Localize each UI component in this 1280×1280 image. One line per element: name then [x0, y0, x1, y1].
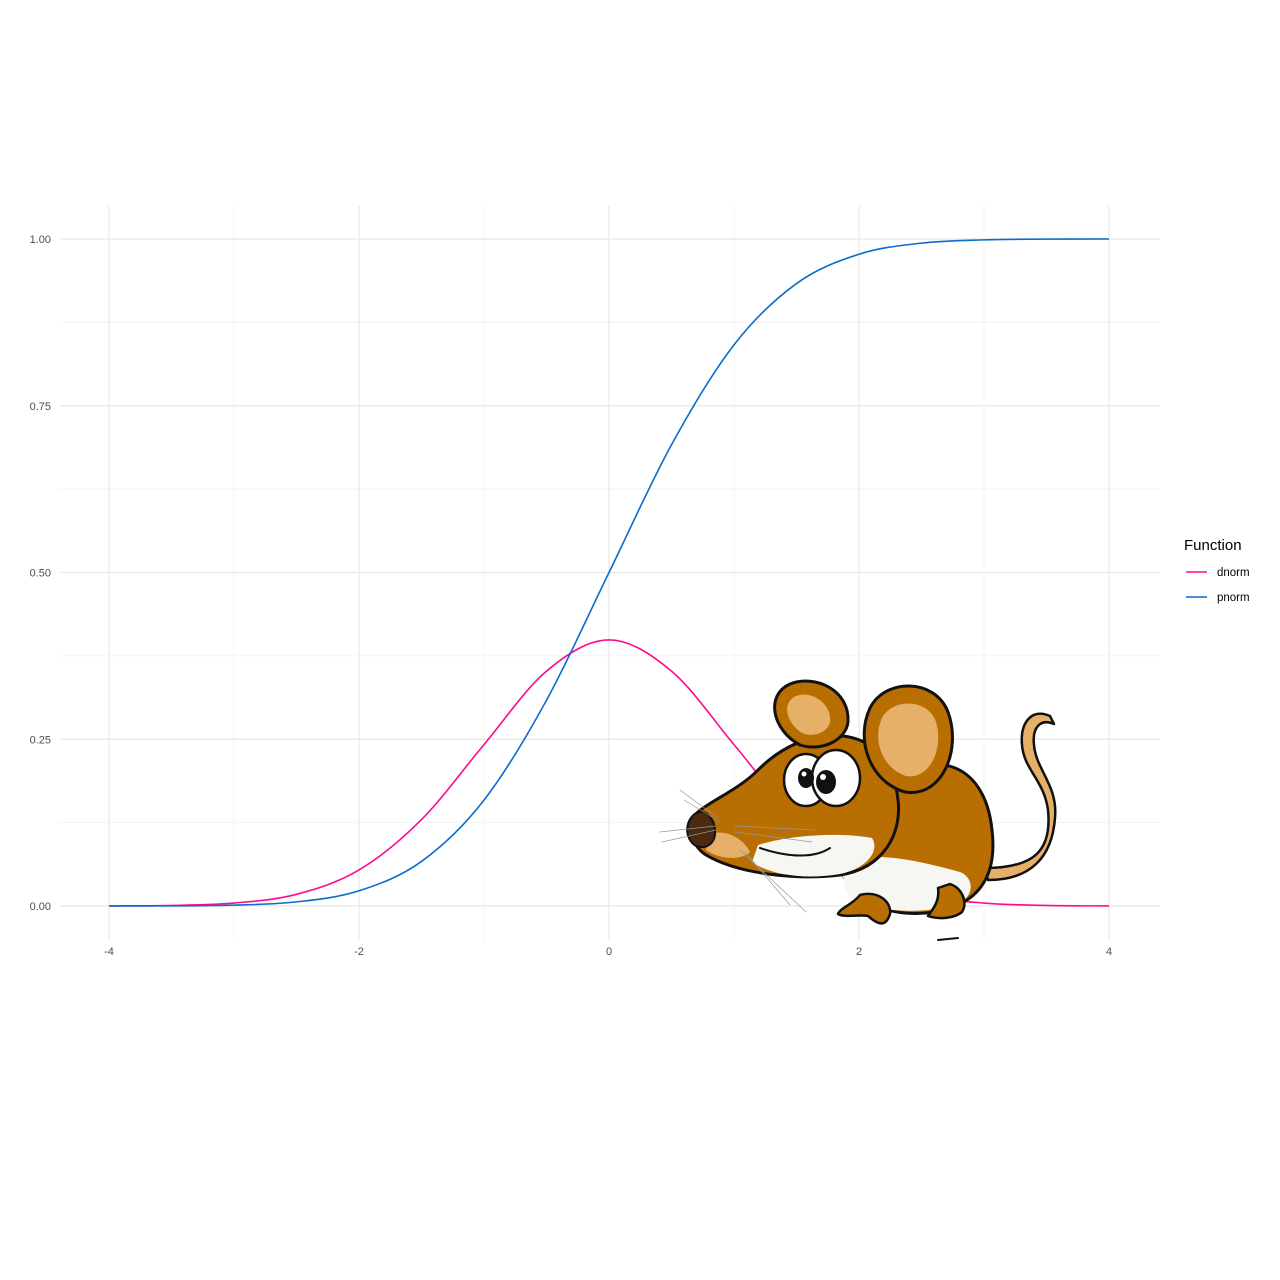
y-tick-label: 0.50 [30, 568, 51, 580]
y-tick-label: 1.00 [30, 234, 51, 246]
legend: Function dnorm pnorm [1184, 537, 1250, 604]
legend-label-dnorm: dnorm [1217, 567, 1250, 579]
x-tick-label: 0 [606, 946, 612, 958]
x-tick-label: 2 [856, 946, 862, 958]
legend-label-pnorm: pnorm [1217, 592, 1250, 604]
series-line-pnorm [108, 238, 1110, 907]
x-tick-label: -4 [104, 946, 114, 958]
x-axis-tick-labels: -4 -2 0 2 4 [104, 946, 1112, 958]
x-tick-label: -2 [354, 946, 364, 958]
y-tick-label: 0.25 [30, 734, 51, 746]
grid [60, 206, 1160, 940]
y-tick-label: 0.00 [30, 901, 51, 913]
x-tick-label: 4 [1106, 946, 1112, 958]
y-axis-tick-labels: 0.00 0.25 0.50 0.75 1.00 [30, 234, 51, 913]
legend-title: Function [1184, 537, 1242, 554]
mouse-cartoon-icon [659, 679, 1057, 941]
y-tick-label: 0.75 [30, 401, 51, 413]
